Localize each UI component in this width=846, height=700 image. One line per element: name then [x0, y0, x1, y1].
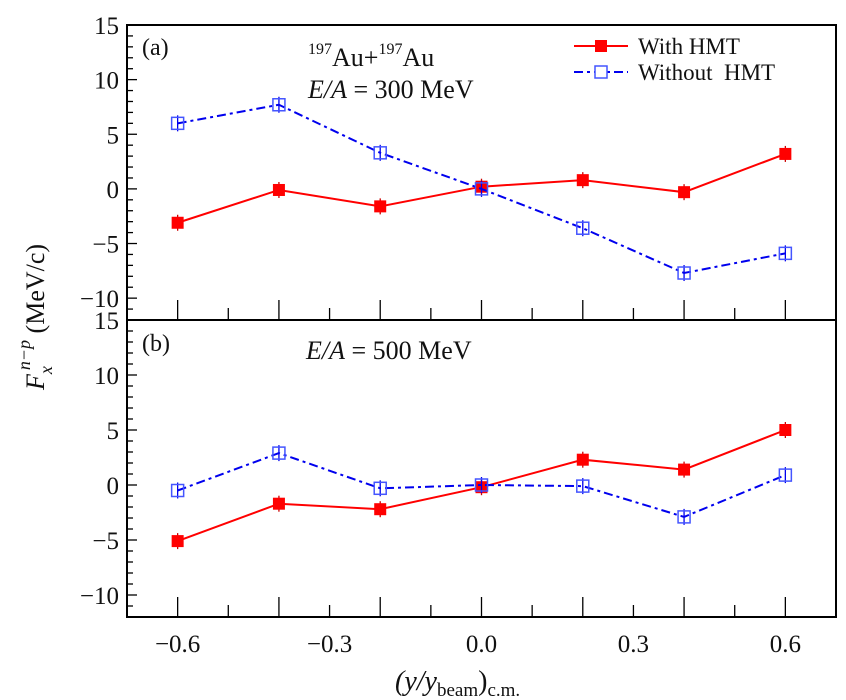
- data-point-with-hmt: [171, 216, 184, 229]
- panel-b: −10 −5 0 5 10 15 −0.6 −0.3 0.0 0.3 0.6: [80, 308, 837, 658]
- y-tick-label: −10: [80, 286, 119, 313]
- data-point-with-hmt: [374, 200, 387, 213]
- data-point-with-hmt: [678, 463, 691, 476]
- y-tick-label: −5: [92, 528, 119, 555]
- data-point-with-hmt: [576, 453, 589, 466]
- energy-label-a: E/A = 300 MeV: [307, 75, 474, 104]
- data-point-without-hmt: [474, 182, 489, 196]
- y-tick-label: 0: [107, 473, 120, 500]
- panel-label-b: (b): [142, 331, 170, 357]
- x-tick-label: 0.6: [770, 631, 801, 658]
- energy-label-b: E/A = 500 MeV: [305, 336, 472, 365]
- panel-label-a: (a): [142, 35, 169, 61]
- data-point-without-hmt: [677, 510, 691, 524]
- data-point-without-hmt: [474, 478, 489, 492]
- axes-frame: [126, 319, 837, 618]
- x-tick-label: 0.0: [466, 631, 497, 658]
- data-point-without-hmt: [272, 446, 286, 460]
- legend-label-without-hmt: Without HMT: [638, 60, 775, 85]
- data-point-with-hmt: [678, 186, 691, 199]
- data-point-without-hmt: [373, 481, 387, 496]
- data-point-without-hmt: [576, 221, 590, 235]
- y-tick-label: 10: [94, 363, 119, 390]
- y-tick-label: 15: [94, 308, 119, 335]
- data-point-with-hmt: [272, 183, 285, 196]
- legend: With HMT Without HMT: [574, 34, 775, 85]
- y-tick-label: 15: [94, 13, 119, 40]
- x-tick-label: 0.3: [618, 631, 649, 658]
- data-point-without-hmt: [272, 98, 286, 112]
- data-point-without-hmt: [778, 246, 793, 261]
- y-tick-label: 5: [107, 418, 120, 445]
- data-point-without-hmt: [170, 116, 185, 131]
- data-point-without-hmt: [677, 266, 691, 280]
- legend-label-with-hmt: With HMT: [638, 34, 740, 59]
- x-tick-label: −0.3: [307, 631, 352, 658]
- data-point-without-hmt: [170, 483, 185, 498]
- data-point-with-hmt: [272, 497, 285, 510]
- y-tick-label: −5: [92, 232, 119, 259]
- y-tick-label: 0: [107, 177, 120, 204]
- y-tick-label: 10: [94, 68, 119, 95]
- legend-marker-with-hmt: [595, 40, 607, 52]
- data-point-with-hmt: [779, 424, 792, 436]
- x-tick-label: −0.6: [155, 631, 200, 658]
- data-point-without-hmt: [373, 146, 387, 160]
- data-point-with-hmt: [374, 503, 387, 516]
- x-axis-label: (y/ybeam)c.m.: [395, 666, 520, 700]
- data-point-with-hmt: [171, 535, 184, 548]
- y-tick-label: −10: [80, 583, 119, 610]
- data-point-without-hmt: [576, 479, 590, 493]
- data-point-with-hmt: [779, 147, 792, 160]
- reaction-label: 197Au+197Au: [308, 41, 434, 72]
- y-tick-label: 5: [107, 122, 120, 149]
- legend-marker-without-hmt: [594, 65, 608, 79]
- data-point-without-hmt: [778, 468, 793, 482]
- y-axis-label: Fxn−p (MeV/c): [14, 244, 56, 391]
- data-point-with-hmt: [576, 174, 589, 187]
